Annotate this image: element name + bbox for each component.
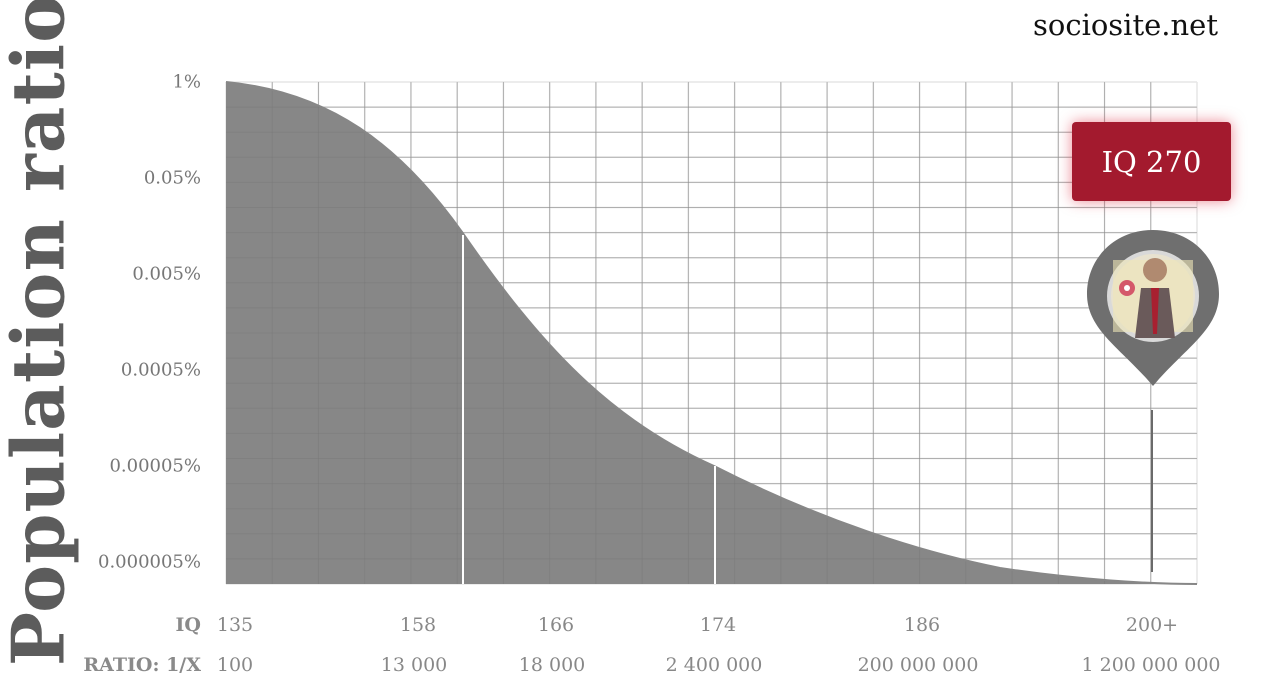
x-tick-ratio: 2 400 000 [665,654,763,676]
x-tick-iq: 166 [537,614,575,636]
x-tick-ratio: 200 000 000 [857,654,979,676]
x-tick-iq: 158 [399,614,437,636]
y-tick-label: 0.00005% [109,455,201,477]
iq-badge: IQ 270 [1072,122,1231,201]
y-tick-label: 0.05% [143,167,201,189]
x-tick-ratio: 1 200 000 000 [1081,654,1221,676]
distribution-curve [225,81,1198,585]
x-tick-ratio: 13 000 [380,654,448,676]
x-tick-ratio: 100 [216,654,254,676]
y-tick-label: 0.0005% [120,359,201,381]
y-tick-label: 0.005% [132,263,201,285]
site-name: sociosite.net [1032,8,1218,42]
x-tick-iq: 135 [216,614,254,636]
x-tick-iq: 174 [699,614,737,636]
y-tick-label: 1% [172,71,201,93]
iq-row-label: IQ [175,614,201,636]
x-tick-ratio: 18 000 [518,654,586,676]
x-tick-iq: 186 [903,614,941,636]
x-tick-iq: 200+ [1125,614,1179,636]
ratio-row-label: RATIO: 1/X [83,654,201,676]
portrait-map-pin-icon [1087,230,1219,386]
y-tick-label: 0.000005% [98,551,201,573]
